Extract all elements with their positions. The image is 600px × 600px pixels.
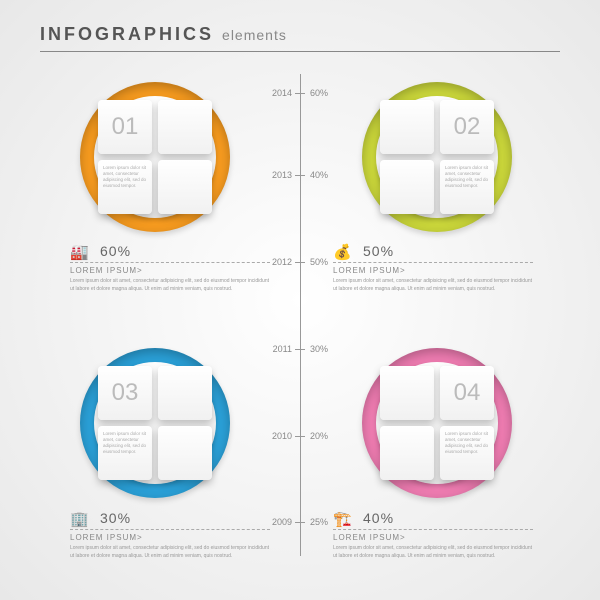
blank-tile: [380, 366, 434, 420]
timeline-year: 2013: [272, 170, 292, 180]
caption-head: 🏢 30%: [70, 510, 270, 530]
lorem-tile: Lorem ipsum dolor sit amet, consectetur …: [440, 160, 494, 214]
timeline-percent: 60%: [310, 88, 328, 98]
tile-grid: 01 Lorem ipsum dolor sit amet, consectetu…: [98, 100, 212, 214]
title-main: INFOGRAPHICS: [40, 24, 214, 44]
lorem-tile: Lorem ipsum dolor sit amet, consectetur …: [440, 426, 494, 480]
header: INFOGRAPHICS elements: [40, 24, 560, 52]
timeline-tick: [295, 522, 305, 523]
blank-tile: [380, 160, 434, 214]
caption-03: 🏢 30% LOREM IPSUM> Lorem ipsum dolor sit am…: [70, 510, 270, 560]
page-title: INFOGRAPHICS elements: [40, 24, 560, 45]
timeline-year: 2011: [273, 344, 292, 354]
timeline-percent: 40%: [310, 170, 328, 180]
number-tile: 04: [440, 366, 494, 420]
timeline-year: 2009: [272, 517, 292, 527]
cluster-03: 03 Lorem ipsum dolor sit amet, consectetu…: [80, 348, 230, 498]
caption-head: 🏭 60%: [70, 243, 270, 263]
lorem-tile: Lorem ipsum dolor sit amet, consectetur …: [98, 160, 152, 214]
timeline-year: 2014: [272, 88, 292, 98]
caption-head: 💰 50%: [333, 243, 533, 263]
blank-tile: [158, 100, 212, 154]
cluster-04: 04 Lorem ipsum dolor sit amet, consectetu…: [362, 348, 512, 498]
timeline-percent: 25%: [310, 517, 328, 527]
industry-icon: 🏢: [70, 510, 92, 526]
number-tile: 01: [98, 100, 152, 154]
timeline-percent: 20%: [310, 431, 328, 441]
industry-icon: 🏭: [70, 243, 92, 259]
caption-01: 🏭 60% LOREM IPSUM> Lorem ipsum dolor sit am…: [70, 243, 270, 293]
tile-grid: 02 Lorem ipsum dolor sit amet, consectetu…: [380, 100, 494, 214]
cluster-02: 02 Lorem ipsum dolor sit amet, consectetu…: [362, 82, 512, 232]
tile-grid: 04 Lorem ipsum dolor sit amet, consectetu…: [380, 366, 494, 480]
lorem-tile: Lorem ipsum dolor sit amet, consectetur …: [98, 426, 152, 480]
caption-body: Lorem ipsum dolor sit amet, consectetur …: [70, 545, 270, 560]
caption-04: 🏗️ 40% LOREM IPSUM> Lorem ipsum dolor sit a…: [333, 510, 533, 560]
timeline-year: 2012: [272, 257, 292, 267]
caption-percent: 50%: [363, 243, 394, 259]
timeline-year: 2010: [272, 431, 292, 441]
timeline-tick: [295, 349, 305, 350]
cluster-01: 01 Lorem ipsum dolor sit amet, consectetu…: [80, 82, 230, 232]
caption-percent: 60%: [100, 243, 131, 259]
timeline-tick: [295, 262, 305, 263]
industry-icon: 💰: [333, 243, 355, 259]
caption-body: Lorem ipsum dolor sit amet, consectetur …: [70, 278, 270, 293]
tile-grid: 03 Lorem ipsum dolor sit amet, consectetu…: [98, 366, 212, 480]
caption-label: LOREM IPSUM>: [333, 533, 533, 542]
timeline-tick: [295, 175, 305, 176]
caption-percent: 30%: [100, 510, 131, 526]
caption-label: LOREM IPSUM>: [70, 533, 270, 542]
timeline-percent: 30%: [310, 344, 328, 354]
industry-icon: 🏗️: [333, 510, 355, 526]
caption-label: LOREM IPSUM>: [70, 266, 270, 275]
caption-body: Lorem ipsum dolor sit amet, consectetur …: [333, 545, 533, 560]
caption-head: 🏗️ 40%: [333, 510, 533, 530]
title-subtitle: elements: [222, 27, 287, 43]
timeline-line: [300, 74, 301, 556]
number-tile: 02: [440, 100, 494, 154]
caption-label: LOREM IPSUM>: [333, 266, 533, 275]
caption-02: 💰 50% LOREM IPSUM> Lorem ipsum dolor sit am…: [333, 243, 533, 293]
caption-body: Lorem ipsum dolor sit amet, consectetur …: [333, 278, 533, 293]
caption-percent: 40%: [363, 510, 394, 526]
blank-tile: [158, 426, 212, 480]
header-rule: [40, 51, 560, 52]
blank-tile: [380, 426, 434, 480]
timeline-percent: 50%: [310, 257, 328, 267]
timeline-tick: [295, 93, 305, 94]
blank-tile: [380, 100, 434, 154]
blank-tile: [158, 160, 212, 214]
number-tile: 03: [98, 366, 152, 420]
timeline-tick: [295, 436, 305, 437]
blank-tile: [158, 366, 212, 420]
